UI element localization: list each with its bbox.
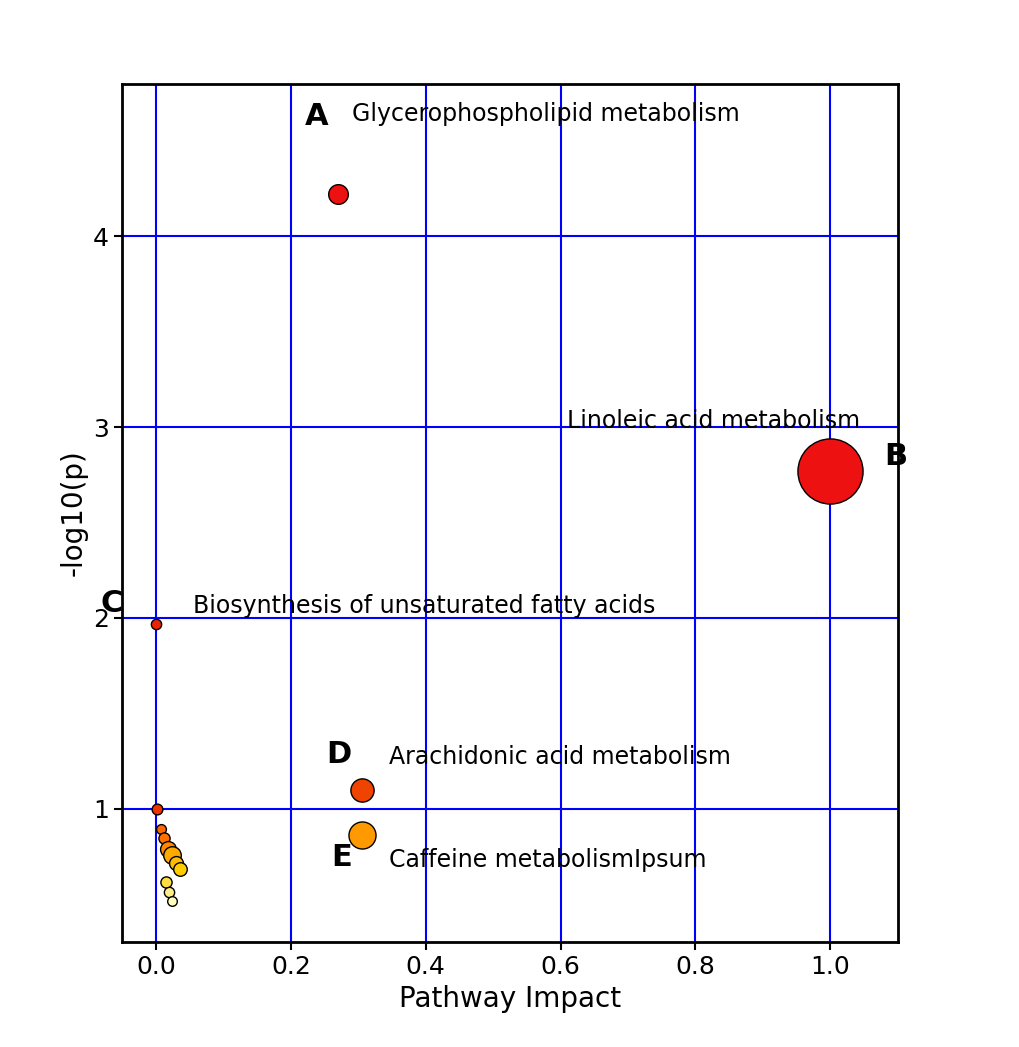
Y-axis label: -log10(p): -log10(p) <box>59 449 88 577</box>
Point <box>148 616 164 632</box>
Point <box>168 854 184 871</box>
Text: E: E <box>330 843 352 872</box>
Point <box>329 186 345 203</box>
Text: Caffeine metabolismIpsum: Caffeine metabolismIpsum <box>388 848 705 872</box>
Point <box>164 893 180 910</box>
Text: B: B <box>883 442 906 471</box>
Point <box>161 884 177 900</box>
Text: Biosynthesis of unsaturated fatty acids: Biosynthesis of unsaturated fatty acids <box>193 594 655 618</box>
Text: Glycerophospholipid metabolism: Glycerophospholipid metabolism <box>352 102 739 126</box>
Text: Linoleic acid metabolism: Linoleic acid metabolism <box>567 409 860 432</box>
Text: Arachidonic acid metabolism: Arachidonic acid metabolism <box>388 744 730 768</box>
Point <box>157 874 173 891</box>
Point <box>354 781 370 798</box>
Point <box>172 861 189 877</box>
Point <box>149 800 165 817</box>
Text: A: A <box>304 103 328 132</box>
Text: C: C <box>100 589 122 618</box>
Point <box>155 830 171 847</box>
Point <box>354 826 370 843</box>
Point <box>153 821 169 838</box>
Point <box>164 847 180 864</box>
Text: D: D <box>326 739 352 768</box>
Point <box>160 841 176 857</box>
Point <box>821 463 838 480</box>
X-axis label: Pathway Impact: Pathway Impact <box>398 985 621 1013</box>
